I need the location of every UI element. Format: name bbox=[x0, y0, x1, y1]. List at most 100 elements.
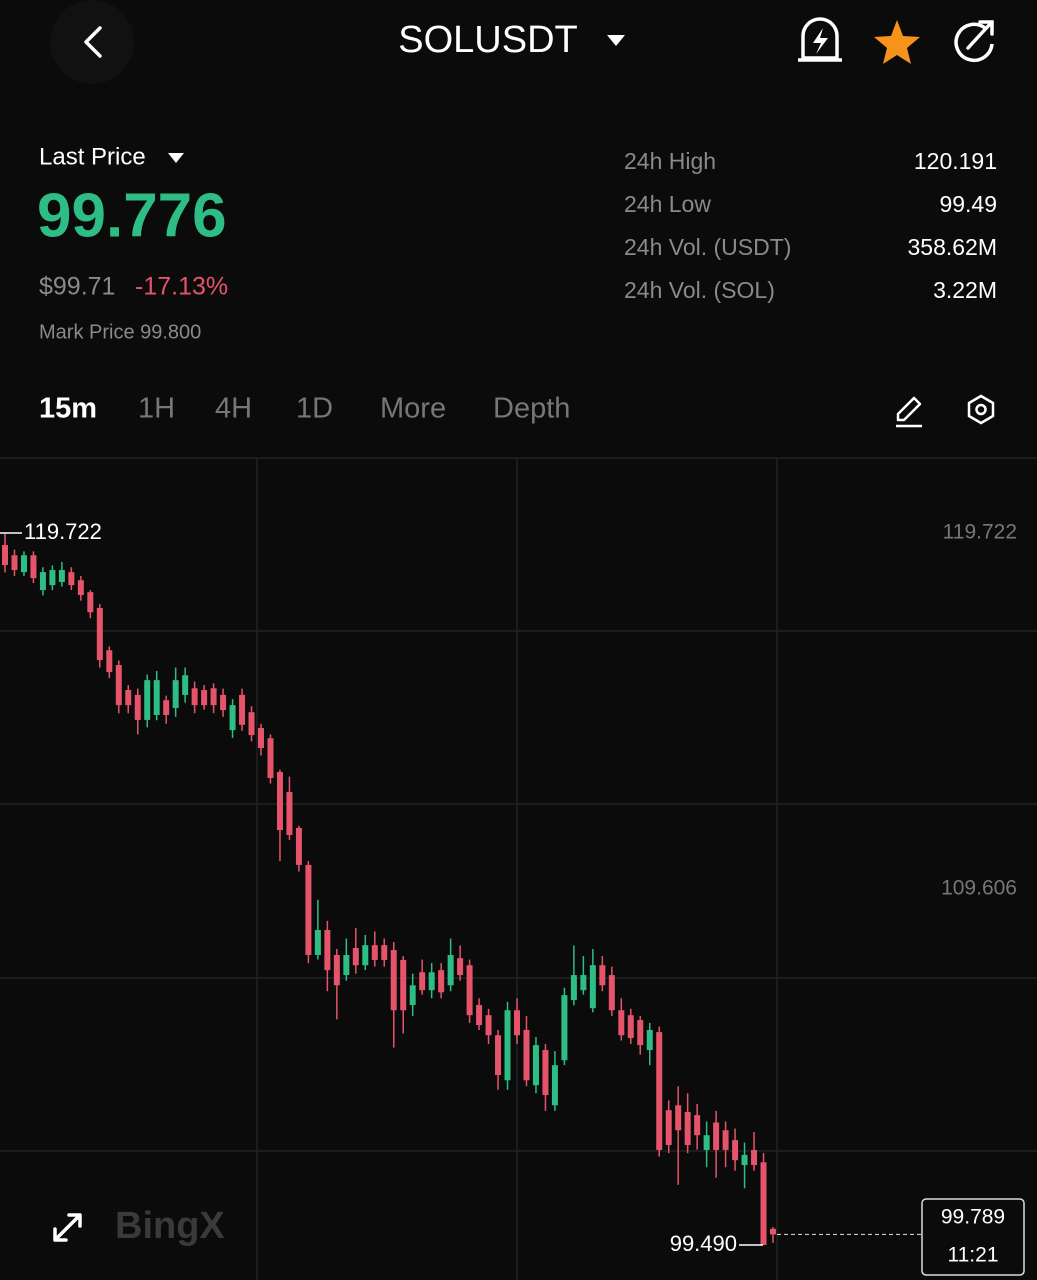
candle-body bbox=[210, 688, 217, 706]
candle-body bbox=[770, 1228, 776, 1235]
tab[interactable]: 4H bbox=[215, 393, 252, 425]
symbol[interactable]: SOLUSDT bbox=[398, 19, 577, 61]
candle-body bbox=[599, 965, 606, 986]
stats: 24h High 120.191 24h Low 99.49 24h Vol. (USD… bbox=[624, 148, 997, 303]
favorite-star[interactable] bbox=[874, 20, 920, 64]
settings[interactable] bbox=[967, 394, 995, 425]
candle-body bbox=[163, 700, 170, 716]
stat-value: 358.62M bbox=[907, 234, 997, 260]
share-arrow bbox=[966, 20, 994, 50]
tab[interactable]: 1H bbox=[138, 393, 175, 425]
candle-body bbox=[665, 1110, 672, 1146]
stat-label: 24h High bbox=[624, 148, 716, 174]
last-time-label: 11:21 bbox=[948, 1244, 999, 1267]
candle-body bbox=[343, 955, 350, 976]
candle-body bbox=[618, 1010, 625, 1036]
candle-body bbox=[295, 827, 302, 865]
last-price: 99.776 bbox=[37, 181, 227, 250]
candle-body bbox=[741, 1154, 748, 1166]
candle-body bbox=[134, 694, 141, 720]
candle-body bbox=[11, 555, 18, 571]
candle-body bbox=[115, 665, 122, 706]
candle-body bbox=[239, 694, 246, 725]
usd-price: $99.71 bbox=[39, 273, 115, 301]
alert-icon[interactable] bbox=[798, 17, 842, 62]
candle-body bbox=[551, 1065, 558, 1106]
candle-body bbox=[495, 1035, 502, 1076]
candle-body bbox=[438, 970, 445, 993]
candle-body bbox=[532, 1045, 539, 1086]
candle-body bbox=[722, 1130, 729, 1150]
candle-body bbox=[362, 945, 369, 966]
candle-body bbox=[87, 592, 94, 613]
last-price-box bbox=[921, 1198, 1025, 1276]
candle-body bbox=[504, 1010, 511, 1081]
symbol-dropdown[interactable] bbox=[607, 35, 625, 46]
candle-body bbox=[646, 1029, 653, 1051]
candle-body bbox=[333, 955, 340, 986]
candle-body bbox=[409, 985, 416, 1005]
back-button[interactable] bbox=[50, 0, 134, 84]
last-price-label: 99.789 bbox=[941, 1206, 1005, 1229]
candle-body bbox=[514, 1010, 520, 1036]
candle-body bbox=[428, 972, 435, 991]
candle-body bbox=[466, 965, 473, 1016]
share-arc bbox=[954, 22, 994, 62]
candle-body bbox=[276, 772, 283, 831]
candle-body bbox=[125, 690, 132, 706]
fullscreen-button[interactable] bbox=[53, 1213, 82, 1242]
settings-hex bbox=[967, 394, 995, 425]
candle-body bbox=[314, 930, 321, 956]
y-tick-label: 119.722 bbox=[943, 521, 1017, 544]
candle-body bbox=[49, 570, 56, 586]
candle-body bbox=[144, 680, 151, 720]
timeframe-tabs: 15m 1H 4H 1D More Depth bbox=[39, 393, 570, 425]
candle-body bbox=[390, 950, 397, 1011]
back-circle bbox=[50, 0, 134, 84]
candle-body bbox=[694, 1115, 701, 1136]
bell bbox=[801, 17, 839, 60]
candle-body bbox=[258, 728, 264, 749]
tab[interactable]: More bbox=[380, 393, 446, 425]
tab[interactable]: 15m bbox=[39, 393, 97, 425]
candle-body bbox=[20, 555, 27, 573]
candle-body bbox=[77, 580, 84, 595]
candle-body bbox=[229, 705, 236, 731]
candle-body bbox=[580, 975, 587, 991]
candle-body bbox=[182, 675, 189, 695]
candle-body bbox=[352, 947, 359, 966]
candle-body bbox=[608, 975, 615, 1011]
price-type[interactable]: Last Price bbox=[39, 143, 146, 170]
draw-tool[interactable] bbox=[896, 396, 922, 428]
candle-body bbox=[485, 1015, 492, 1036]
watermark: BingX bbox=[115, 1205, 225, 1247]
share-icon[interactable] bbox=[954, 20, 994, 62]
mark-price: Mark Price 99.800 bbox=[39, 321, 201, 343]
candle-body bbox=[58, 570, 65, 582]
price-type-dropdown[interactable] bbox=[168, 153, 184, 163]
expand-icon bbox=[53, 1213, 82, 1242]
candle-body bbox=[732, 1140, 739, 1161]
candle-body bbox=[2, 545, 8, 566]
candle-body bbox=[324, 930, 331, 971]
tab[interactable]: 1D bbox=[296, 393, 333, 425]
stat-label: 24h Low bbox=[624, 191, 711, 217]
candle-body bbox=[703, 1135, 710, 1150]
candle-body bbox=[627, 1015, 634, 1039]
min-label: 99.490 bbox=[670, 1231, 737, 1256]
settings-dot bbox=[975, 403, 987, 416]
candle-body bbox=[220, 694, 227, 711]
candle-body bbox=[30, 555, 37, 579]
candle-body bbox=[106, 650, 113, 673]
candle-body bbox=[267, 738, 274, 778]
chart-grid bbox=[0, 457, 1037, 1280]
candle-body bbox=[589, 965, 596, 1009]
candle-body bbox=[656, 1032, 663, 1150]
candle-body bbox=[457, 958, 464, 976]
candle-body bbox=[713, 1122, 720, 1150]
candle-body bbox=[447, 955, 454, 986]
tab[interactable]: Depth bbox=[493, 393, 570, 425]
stat-label: 24h Vol. (SOL) bbox=[624, 277, 775, 303]
